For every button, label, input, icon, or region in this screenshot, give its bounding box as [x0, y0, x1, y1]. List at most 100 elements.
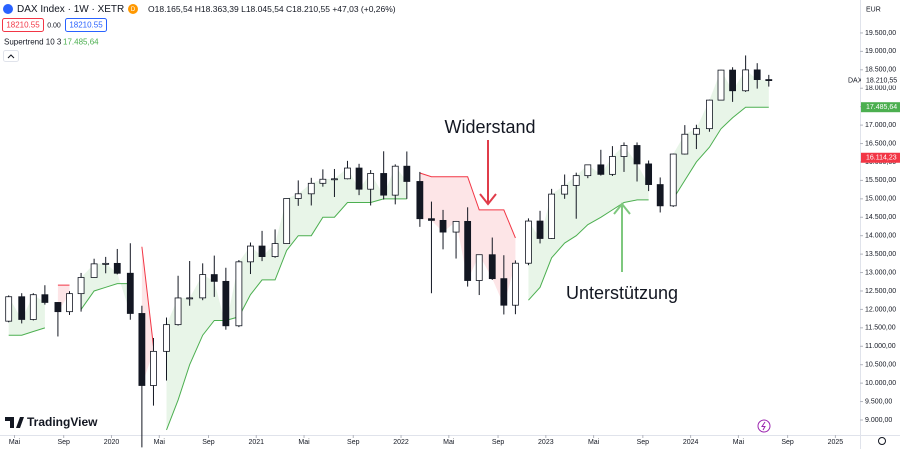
candle-body — [102, 262, 110, 265]
indicator-value: 17.485,64 — [63, 38, 99, 47]
settings-icon[interactable] — [878, 437, 886, 445]
price-tag-label: 18.210,55 — [866, 77, 897, 84]
currency: EUR — [866, 6, 881, 13]
candle-body — [355, 167, 363, 190]
x-tick-label: Sep — [781, 439, 794, 446]
candle-body — [367, 173, 375, 190]
plot-area — [5, 55, 773, 448]
candle-body — [113, 262, 121, 274]
candle-body — [163, 324, 170, 352]
buy-price: 18210.55 — [69, 21, 103, 30]
candle-body — [344, 167, 351, 180]
symbol-tag: DAX — [848, 77, 863, 84]
y-tick-label: 9.000,00 — [865, 417, 892, 424]
candle-body — [29, 294, 37, 320]
candle-body — [475, 254, 483, 281]
x-tick-label: 2022 — [393, 439, 409, 446]
price-tag-label: 17.485,64 — [866, 104, 897, 111]
candle-body — [186, 297, 194, 300]
price-tag — [861, 75, 900, 86]
candle-body — [199, 274, 207, 299]
sell-button[interactable] — [2, 18, 44, 32]
price-tag — [861, 152, 900, 163]
candle-body — [331, 178, 338, 181]
x-tick-label: Sep — [202, 439, 215, 446]
x-tick-label: Mai — [588, 439, 600, 446]
candle-body — [428, 218, 435, 221]
candle-body — [126, 272, 134, 314]
candle-body — [742, 69, 750, 92]
x-tick-label: 2021 — [248, 439, 264, 446]
y-tick-label: 10.000,00 — [865, 380, 896, 387]
symbol-title: DAX Index · 1W · XETR — [17, 4, 124, 15]
y-tick-label: 14.000,00 — [865, 233, 896, 240]
candle-body — [620, 145, 628, 157]
candle-body — [66, 293, 73, 313]
candle-body — [464, 220, 472, 281]
candle-body — [645, 163, 653, 185]
candle-body — [584, 164, 592, 177]
candle-body — [307, 182, 315, 195]
candle-body — [416, 181, 424, 220]
ohlc-legend: O18.165,54 H18.363,39 L18.045,54 C18.210… — [148, 4, 396, 14]
y-tick-label: 12.500,00 — [865, 288, 896, 295]
candle-body — [222, 280, 230, 327]
candle-body — [512, 262, 519, 306]
candle-body — [548, 193, 556, 239]
annotation: Widerstand — [444, 117, 535, 137]
y-tick-label: 15.500,00 — [865, 177, 896, 184]
candle-body — [174, 297, 182, 326]
x-tick-label: Mai — [733, 439, 745, 446]
x-tick-label: 2020 — [104, 439, 120, 446]
candle-body — [319, 178, 327, 184]
collapse-button[interactable] — [3, 50, 19, 62]
candle-body — [403, 165, 411, 182]
y-tick-label: 18.500,00 — [865, 67, 896, 74]
candle-body — [150, 350, 157, 386]
badge-icon[interactable] — [128, 4, 138, 14]
price-tag-label: 16.114,23 — [866, 155, 897, 162]
spread: 0.00 — [47, 22, 61, 29]
candle-body — [717, 69, 725, 101]
candle-body — [729, 69, 736, 92]
candle-body — [210, 274, 218, 282]
x-tick-label: 2025 — [828, 439, 844, 446]
candle-body — [439, 219, 447, 233]
candle-body — [633, 145, 641, 165]
support-arrow — [613, 202, 631, 272]
candle-body — [391, 165, 399, 196]
candle-body — [452, 220, 460, 233]
y-tick-label: 13.500,00 — [865, 251, 896, 258]
candle-body — [271, 243, 279, 257]
y-tick-label: 11.000,00 — [865, 343, 896, 350]
buy-button[interactable] — [65, 18, 107, 32]
candle-body — [488, 254, 496, 280]
y-tick-label: 16.500,00 — [865, 140, 896, 147]
logo-icon — [5, 417, 24, 428]
candle-body — [572, 175, 580, 186]
candle-body — [380, 173, 388, 196]
events-bolt — [761, 421, 766, 431]
x-tick-label: Sep — [492, 439, 505, 446]
resistance-arrow — [479, 140, 497, 206]
candle-body — [692, 128, 700, 135]
y-tick-label: 13.000,00 — [865, 269, 896, 276]
candle-body — [706, 99, 713, 130]
x-tick-label: 2024 — [683, 439, 699, 446]
candle-body — [669, 153, 677, 207]
candle-body — [77, 277, 85, 295]
candle-body — [138, 313, 146, 386]
y-tick-label: 10.500,00 — [865, 362, 896, 369]
candle-body — [90, 263, 98, 278]
candle-body — [656, 184, 664, 207]
y-tick-label: 15.000,00 — [865, 196, 896, 203]
support-fill — [673, 69, 769, 199]
x-tick-label: Mai — [298, 439, 310, 446]
candle-body — [54, 302, 62, 313]
y-tick-label: 18.000,00 — [865, 85, 896, 92]
candle-body — [609, 156, 616, 175]
candle-body — [765, 79, 773, 81]
price-tag — [861, 102, 900, 113]
